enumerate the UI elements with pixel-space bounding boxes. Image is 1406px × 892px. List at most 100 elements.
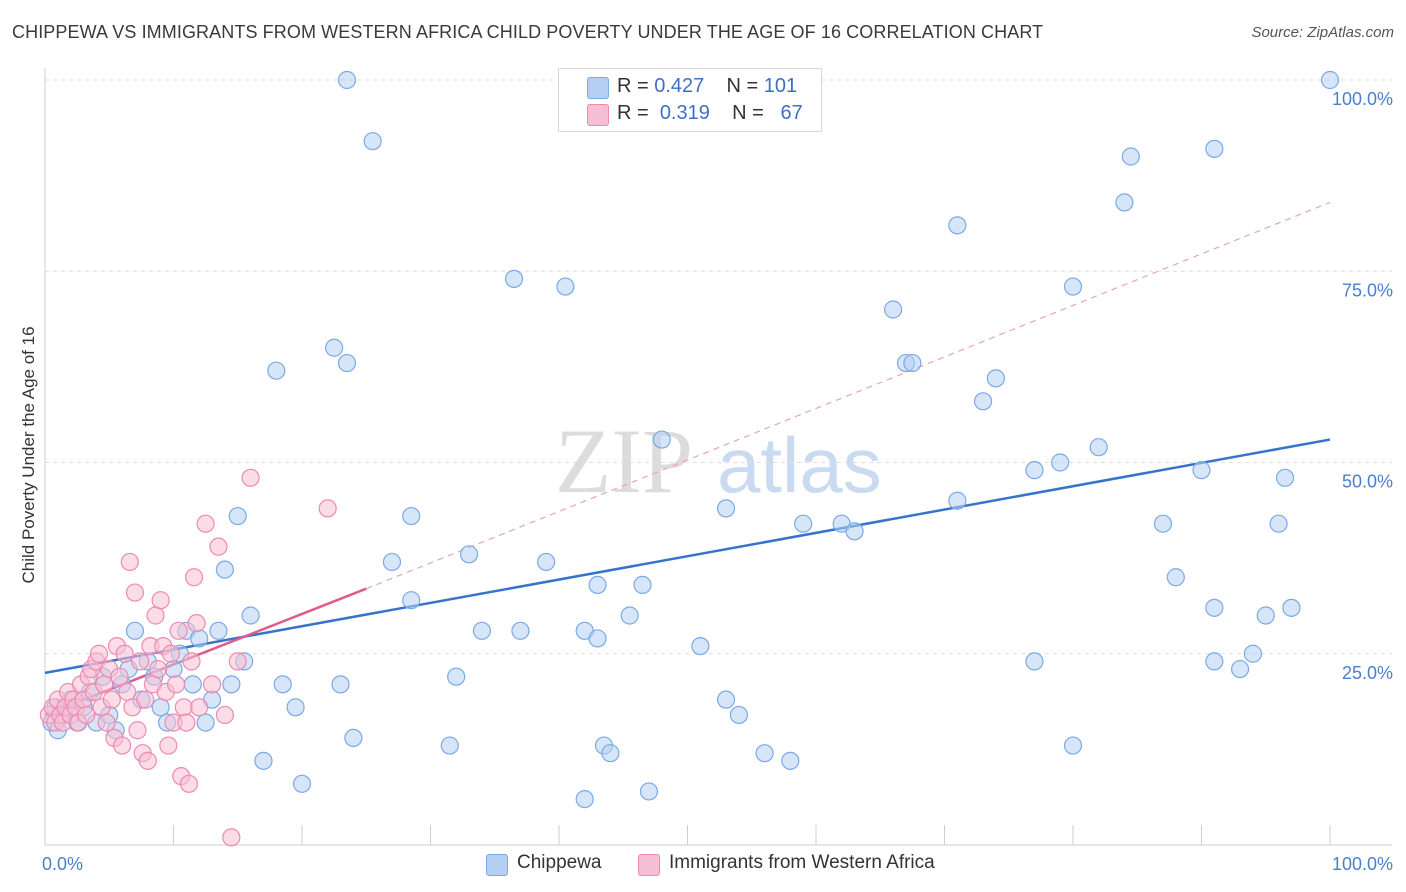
- chippewa-point: [196, 713, 215, 732]
- series-legend: Chippewa Immigrants from Western Africa: [0, 852, 1406, 878]
- chippewa-point: [286, 698, 305, 717]
- western-africa-point: [222, 828, 241, 847]
- western-africa-point: [190, 698, 209, 717]
- western-africa-swatch: [587, 104, 609, 126]
- western-africa-point: [174, 698, 193, 717]
- stats-legend: R = 0.427 N = 101 R = 0.319 N = 67: [558, 68, 822, 132]
- r-value: 0.427: [654, 75, 705, 97]
- y-tick-label: 25.0%: [1342, 663, 1393, 683]
- chippewa-point: [447, 667, 466, 686]
- chippewa-point: [556, 277, 575, 296]
- western-africa-point: [125, 583, 145, 602]
- western-africa-point: [89, 644, 109, 663]
- chippewa-point: [883, 300, 903, 319]
- chippewa-point: [1063, 277, 1083, 296]
- chippewa-point: [1256, 606, 1275, 625]
- r-value: 0.319: [659, 102, 710, 124]
- chippewa-point: [1166, 568, 1185, 587]
- chippewa-point: [537, 552, 556, 572]
- chippewa-point: [620, 606, 639, 625]
- western-africa-point: [318, 499, 337, 518]
- western-africa-point: [228, 652, 247, 671]
- chippewa-point: [652, 430, 671, 449]
- western-africa-point: [196, 514, 215, 533]
- western-africa-point: [112, 736, 132, 755]
- chippewa-point: [755, 744, 774, 763]
- legend-label-western-africa: Immigrants from Western Africa: [669, 852, 935, 873]
- chippewa-point: [151, 698, 170, 717]
- western-africa-point: [151, 591, 170, 610]
- chippewa-point: [794, 514, 813, 533]
- chippewa-point: [1205, 139, 1224, 158]
- western-africa-point: [110, 667, 129, 686]
- chippewa-point: [1121, 147, 1140, 166]
- chippewa-point: [716, 690, 736, 709]
- chippewa-point: [228, 506, 247, 526]
- chippewa-point: [729, 705, 749, 725]
- chippewa-trend-line: [44, 438, 1331, 675]
- chippewa-point: [190, 629, 209, 648]
- chippewa-point: [575, 789, 594, 809]
- chippewa-point: [1153, 514, 1173, 533]
- chippewa-point: [1063, 736, 1083, 755]
- chippewa-point: [402, 591, 421, 610]
- chippewa-point: [1025, 461, 1044, 480]
- chippewa-point: [1115, 193, 1134, 212]
- chippewa-point: [1205, 598, 1224, 617]
- chippewa-point: [986, 369, 1006, 388]
- chippewa-point: [1282, 598, 1301, 617]
- western-africa-point: [138, 751, 157, 770]
- western-africa-point: [77, 705, 96, 725]
- western-africa-trend-extension: [366, 201, 1331, 590]
- data-points: [39, 70, 1340, 847]
- chippewa-point: [209, 621, 228, 640]
- western-africa-point: [118, 682, 137, 702]
- chippewa-point: [164, 659, 183, 679]
- western-africa-point: [179, 774, 199, 793]
- chippewa-point: [1230, 659, 1250, 679]
- chippewa-point: [691, 636, 710, 656]
- chippewa-point: [948, 491, 967, 510]
- chippewa-point: [1025, 652, 1044, 671]
- chippewa-point: [845, 522, 864, 541]
- chippewa-point: [1275, 468, 1295, 487]
- chippewa-point: [273, 675, 292, 694]
- western-africa-point: [161, 644, 181, 663]
- chippewa-point: [222, 675, 241, 694]
- legend-label-chippewa: Chippewa: [517, 852, 602, 873]
- chippewa-point: [331, 675, 350, 694]
- chippewa-point: [903, 353, 922, 373]
- chippewa-point: [337, 70, 357, 90]
- chippewa-point: [183, 675, 202, 694]
- chippewa-point: [241, 606, 260, 625]
- x-tick-label: 0.0%: [42, 854, 83, 874]
- chippewa-point: [382, 552, 402, 572]
- n-label: N =: [732, 102, 764, 124]
- chippewa-point: [1089, 438, 1108, 457]
- western-africa-point: [166, 675, 186, 694]
- western-africa-point: [146, 606, 165, 625]
- chippewa-point: [716, 499, 736, 518]
- chippewa-swatch: [486, 854, 508, 876]
- axes: [44, 68, 1392, 846]
- chippewa-point: [459, 545, 479, 564]
- chippewa-point: [292, 774, 312, 793]
- y-axis-title: Child Poverty Under the Age of 16: [19, 326, 38, 583]
- chippewa-point: [1192, 461, 1211, 480]
- chippewa-point: [1320, 70, 1340, 90]
- western-africa-point: [159, 736, 178, 755]
- western-africa-point: [215, 705, 234, 725]
- x-tick-label: 100.0%: [1332, 854, 1393, 874]
- western-africa-point: [209, 537, 228, 556]
- r-label: R =: [617, 75, 649, 97]
- chippewa-point: [1269, 514, 1288, 533]
- chippewa-point: [125, 621, 145, 640]
- n-label: N =: [726, 75, 759, 97]
- chippewa-point: [1243, 644, 1263, 663]
- western-africa-point: [182, 652, 201, 671]
- axis-labels: 25.0% 50.0% 75.0% 100.0% 0.0% 100.0% Child Pov…: [19, 89, 1393, 874]
- chippewa-point: [337, 353, 357, 373]
- chippewa-point: [254, 751, 273, 770]
- chippewa-point: [781, 751, 800, 770]
